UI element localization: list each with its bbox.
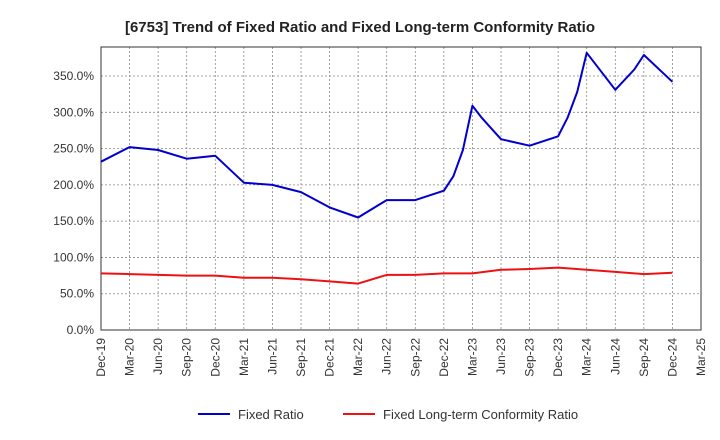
x-tick-label: Mar-24 (580, 338, 594, 376)
x-tick-label: Sep-21 (294, 338, 308, 377)
y-tick-label: 150.0% (53, 214, 94, 228)
x-tick-label: Dec-21 (323, 338, 337, 377)
plot-frame (100, 46, 702, 331)
x-tick-label: Sep-23 (523, 338, 537, 377)
x-tick-label: Sep-20 (180, 338, 194, 377)
y-tick-label: 100.0% (53, 250, 94, 264)
series-line-fixed-ratio (100, 51, 674, 219)
legend: Fixed Ratio Fixed Long-term Conformity Ra… (198, 407, 578, 422)
y-tick-label: 50.0% (60, 287, 94, 301)
x-tick-label: Mar-20 (123, 338, 137, 376)
y-tick-label: 200.0% (53, 178, 94, 192)
chart-title: [6753] Trend of Fixed Ratio and Fixed Lo… (125, 19, 595, 36)
x-tick-label: Mar-25 (694, 338, 708, 376)
x-tick-label: Mar-23 (465, 338, 479, 376)
series-layer (100, 51, 674, 285)
y-tick-label: 250.0% (53, 142, 94, 156)
y-tick-label: 0.0% (67, 323, 95, 337)
x-tick-label: Sep-24 (637, 338, 651, 377)
x-tick-label: Jun-21 (265, 338, 279, 375)
legend-label: Fixed Long-term Conformity Ratio (383, 407, 578, 422)
x-tick-label: Jun-24 (608, 338, 622, 375)
axis-layer: 0.0% 50.0% 100.0% 150.0% 200.0% 250.0% 300.0% 3… (53, 46, 708, 377)
y-tick-label: 350.0% (53, 69, 94, 83)
x-tick-label: Dec-20 (208, 338, 222, 377)
x-tick-label: Sep-22 (408, 338, 422, 377)
grid-layer (101, 47, 701, 330)
x-tick-label: Dec-22 (437, 338, 451, 377)
x-tick-label: Mar-21 (237, 338, 251, 376)
x-tick-label: Jun-22 (380, 338, 394, 375)
x-tick-label: Jun-23 (494, 338, 508, 375)
x-tick-label: Dec-24 (665, 338, 679, 377)
x-tick-label: Mar-22 (351, 338, 365, 376)
legend-label: Fixed Ratio (238, 407, 304, 422)
x-tick-label: Dec-19 (94, 338, 108, 377)
series-line-fixed-long-term-conformity-ratio (100, 266, 673, 285)
y-tick-label: 300.0% (53, 105, 94, 119)
x-tick-label: Jun-20 (151, 338, 165, 375)
x-tick-label: Dec-23 (551, 338, 565, 377)
